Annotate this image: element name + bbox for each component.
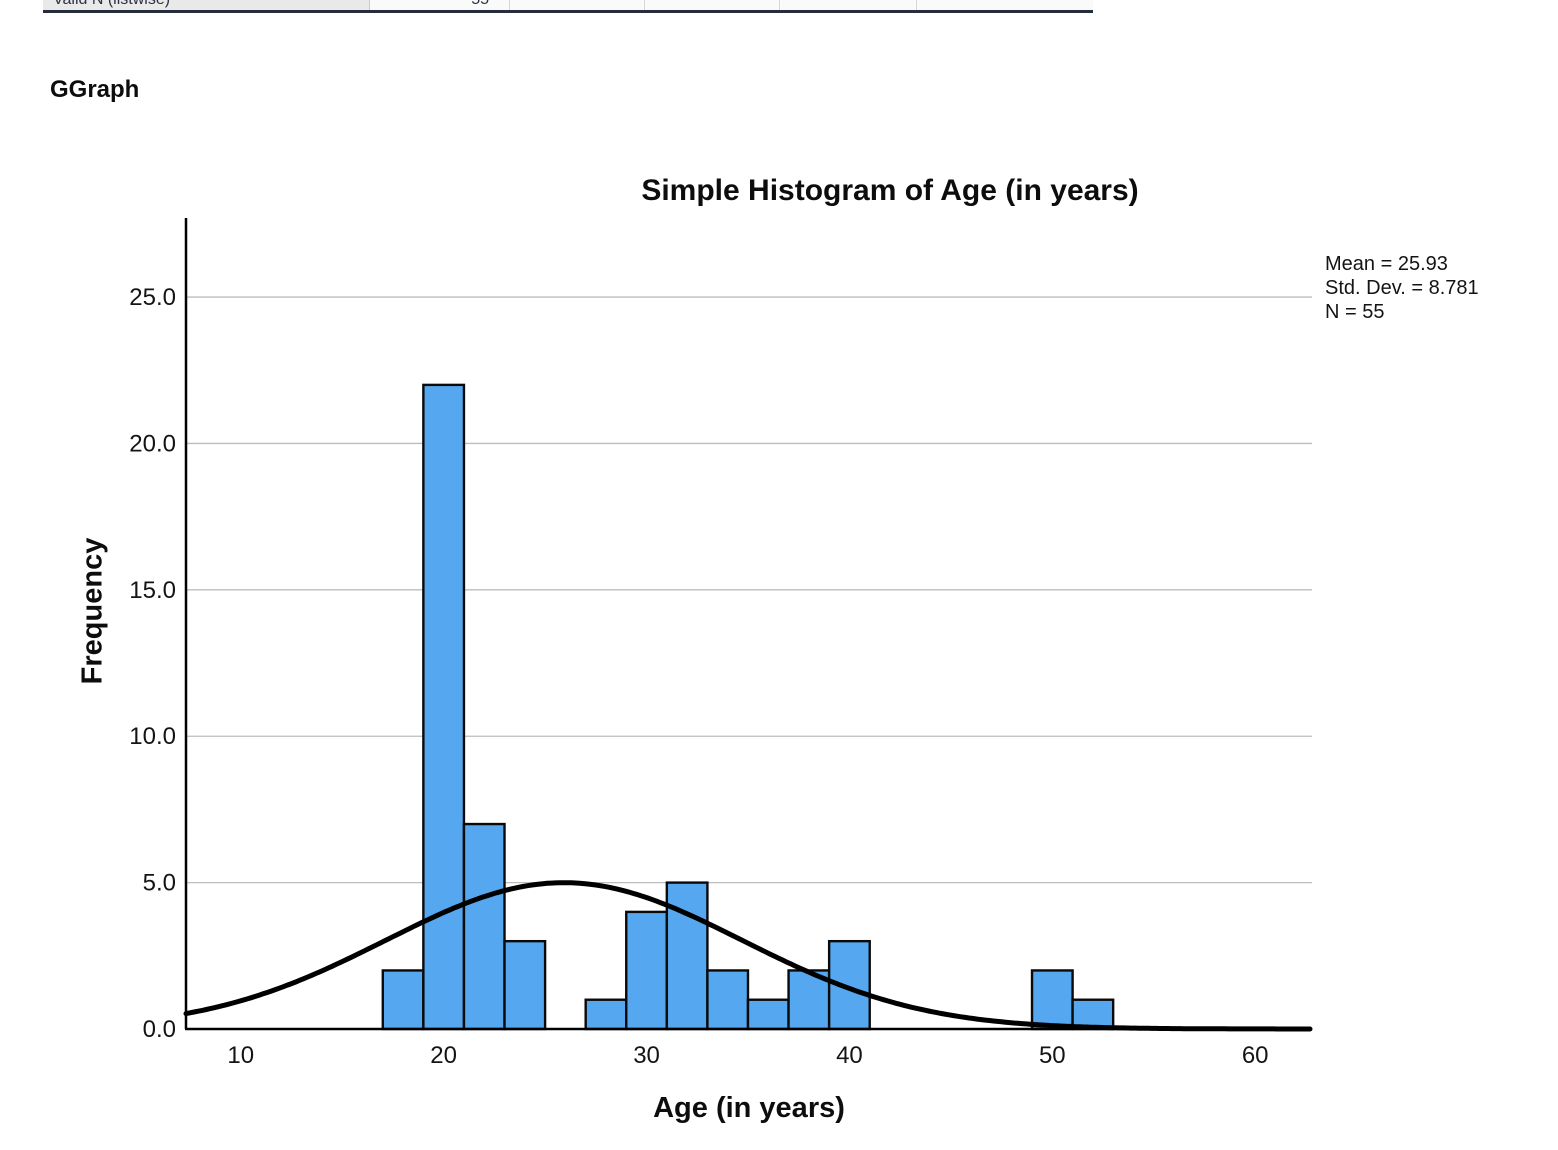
y-tick-label: 20.0 xyxy=(129,430,176,457)
y-tick-label: 15.0 xyxy=(129,577,176,604)
x-tick-label: 60 xyxy=(1242,1042,1269,1069)
histogram-bar xyxy=(746,998,790,1031)
histogram-bar xyxy=(422,383,466,1031)
y-tick-label: 25.0 xyxy=(129,284,176,311)
table-row-label-text: Valid N (listwise) xyxy=(43,0,369,9)
histogram-bar xyxy=(1030,969,1074,1031)
x-tick-label: 20 xyxy=(430,1042,457,1069)
pivot-table-fragment: Valid N (listwise) 55 xyxy=(43,0,1093,10)
histogram-bar xyxy=(787,969,831,1031)
table-cell-empty xyxy=(917,0,1093,10)
x-tick-label: 30 xyxy=(633,1042,660,1069)
x-tick-label: 40 xyxy=(836,1042,863,1069)
x-tick-label: 10 xyxy=(227,1042,254,1069)
x-axis-title: Age (in years) xyxy=(653,1092,845,1124)
histogram-bar xyxy=(665,881,709,1031)
x-tick-label: 50 xyxy=(1039,1042,1066,1069)
y-tick-label: 0.0 xyxy=(143,1016,176,1043)
histogram-bar xyxy=(503,939,547,1031)
histogram-bar xyxy=(706,969,750,1031)
chart-title: Simple Histogram of Age (in years) xyxy=(641,174,1139,207)
stat-n: N = 55 xyxy=(1325,301,1385,323)
section-heading: GGraph xyxy=(50,76,140,103)
table-cell-empty xyxy=(645,0,780,10)
y-tick-label: 10.0 xyxy=(129,723,176,750)
table-cell-row-label: Valid N (listwise) xyxy=(43,0,370,10)
histogram-bar xyxy=(625,910,669,1031)
histogram-bar xyxy=(381,969,425,1031)
stat-stddev: Std. Dev. = 8.781 xyxy=(1325,277,1479,299)
table-cell-empty xyxy=(510,0,645,10)
histogram-bar xyxy=(584,998,628,1031)
table-cell-empty xyxy=(780,0,917,10)
normal-curve xyxy=(183,880,1313,1032)
table-cell-value: 55 xyxy=(370,0,510,10)
stat-mean: Mean = 25.93 xyxy=(1325,253,1448,275)
histogram-bar xyxy=(462,822,506,1031)
table-bottom-border xyxy=(43,10,1093,13)
table-value-text: 55 xyxy=(370,0,509,9)
stats-annotation: Mean = 25.93 Std. Dev. = 8.781 N = 55 xyxy=(1325,252,1479,324)
y-tick-label: 5.0 xyxy=(143,870,176,897)
